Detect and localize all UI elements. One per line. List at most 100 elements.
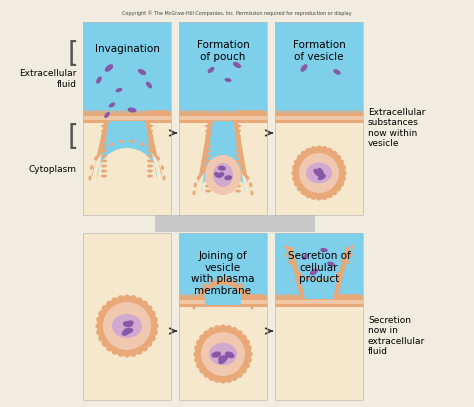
Ellipse shape <box>249 352 253 357</box>
Ellipse shape <box>231 110 235 116</box>
Ellipse shape <box>235 160 241 162</box>
Ellipse shape <box>243 335 247 339</box>
Ellipse shape <box>283 294 286 300</box>
Ellipse shape <box>83 110 86 116</box>
Ellipse shape <box>147 164 153 168</box>
Ellipse shape <box>356 294 358 300</box>
Ellipse shape <box>235 144 241 147</box>
Ellipse shape <box>203 110 207 116</box>
Ellipse shape <box>163 175 165 180</box>
Polygon shape <box>196 123 250 193</box>
Ellipse shape <box>346 294 348 300</box>
Ellipse shape <box>144 301 148 304</box>
Ellipse shape <box>254 294 256 300</box>
Ellipse shape <box>252 294 255 300</box>
Ellipse shape <box>235 184 241 188</box>
Ellipse shape <box>118 354 123 357</box>
Ellipse shape <box>300 110 302 116</box>
Ellipse shape <box>233 279 237 282</box>
Polygon shape <box>83 116 171 120</box>
Ellipse shape <box>101 343 106 347</box>
Ellipse shape <box>275 294 279 300</box>
Ellipse shape <box>101 134 107 138</box>
Text: Formation
of pouch: Formation of pouch <box>197 40 249 61</box>
Ellipse shape <box>101 120 107 123</box>
Ellipse shape <box>257 294 261 300</box>
Ellipse shape <box>147 110 151 116</box>
Ellipse shape <box>125 295 129 298</box>
Ellipse shape <box>148 343 153 347</box>
Ellipse shape <box>90 165 93 170</box>
Ellipse shape <box>101 155 107 158</box>
Ellipse shape <box>217 172 224 178</box>
Ellipse shape <box>301 64 308 72</box>
Ellipse shape <box>224 175 232 180</box>
Ellipse shape <box>259 294 263 300</box>
Ellipse shape <box>235 140 241 142</box>
Ellipse shape <box>218 357 227 364</box>
Ellipse shape <box>301 191 305 195</box>
Ellipse shape <box>101 125 107 127</box>
Ellipse shape <box>205 144 211 147</box>
Ellipse shape <box>123 321 133 327</box>
Polygon shape <box>275 233 363 302</box>
Ellipse shape <box>217 277 221 280</box>
Ellipse shape <box>244 294 246 300</box>
Polygon shape <box>179 118 267 215</box>
Ellipse shape <box>327 261 335 267</box>
Polygon shape <box>201 121 245 193</box>
Ellipse shape <box>91 110 94 116</box>
Ellipse shape <box>147 125 153 127</box>
Polygon shape <box>237 113 267 123</box>
Ellipse shape <box>275 110 279 116</box>
Ellipse shape <box>283 110 286 116</box>
Bar <box>83 233 171 400</box>
Ellipse shape <box>195 110 199 116</box>
Polygon shape <box>179 300 205 304</box>
Ellipse shape <box>250 304 254 309</box>
Ellipse shape <box>235 129 241 133</box>
Ellipse shape <box>225 352 235 358</box>
Ellipse shape <box>352 294 355 300</box>
Ellipse shape <box>328 148 333 151</box>
Ellipse shape <box>208 294 210 300</box>
Ellipse shape <box>209 165 213 168</box>
Ellipse shape <box>247 110 250 116</box>
Ellipse shape <box>288 260 292 265</box>
Ellipse shape <box>194 358 197 363</box>
Ellipse shape <box>205 184 211 188</box>
Ellipse shape <box>317 145 321 149</box>
Ellipse shape <box>294 182 297 187</box>
Ellipse shape <box>354 294 356 300</box>
Ellipse shape <box>124 110 127 116</box>
Ellipse shape <box>137 351 142 355</box>
Ellipse shape <box>343 176 346 181</box>
Polygon shape <box>83 22 171 118</box>
Ellipse shape <box>209 378 213 381</box>
Ellipse shape <box>239 110 243 116</box>
Ellipse shape <box>240 169 244 173</box>
Ellipse shape <box>344 171 346 175</box>
Ellipse shape <box>220 324 226 328</box>
Ellipse shape <box>205 175 211 177</box>
Ellipse shape <box>203 294 207 300</box>
Ellipse shape <box>246 110 248 116</box>
Ellipse shape <box>233 378 237 381</box>
Ellipse shape <box>157 110 161 116</box>
Ellipse shape <box>138 69 146 75</box>
Ellipse shape <box>152 110 155 116</box>
Ellipse shape <box>131 295 136 298</box>
Ellipse shape <box>235 120 241 123</box>
Ellipse shape <box>349 252 353 257</box>
Bar <box>83 22 171 215</box>
Ellipse shape <box>246 294 248 300</box>
Polygon shape <box>337 300 363 304</box>
Ellipse shape <box>224 294 227 300</box>
Ellipse shape <box>297 155 301 159</box>
Ellipse shape <box>350 245 354 249</box>
Ellipse shape <box>124 320 134 327</box>
Ellipse shape <box>188 294 191 300</box>
Ellipse shape <box>147 140 153 142</box>
Ellipse shape <box>236 294 238 300</box>
Ellipse shape <box>137 297 142 301</box>
